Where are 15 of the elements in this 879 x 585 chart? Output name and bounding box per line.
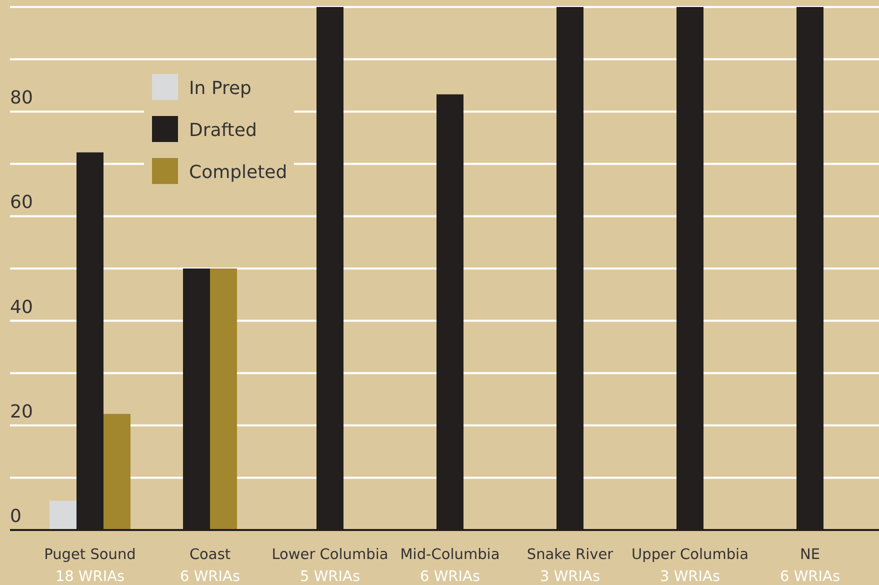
x-tick-label: Puget Sound 18 WRIAs	[44, 547, 136, 585]
legend-label: Completed	[189, 162, 288, 183]
y-tick-label: 20	[10, 401, 33, 422]
y-tick-label: 40	[10, 296, 33, 318]
x-tick-label: Coast 6 WRIAs	[180, 547, 240, 585]
y-tick-label: 80	[10, 88, 33, 109]
x-tick-label: Snake River 3 WRIAs	[526, 547, 614, 585]
y-tick-label: 60	[10, 192, 33, 214]
x-tick-label: NE 6 WRIAs	[780, 547, 840, 585]
y-tick-label: 0	[10, 506, 22, 527]
x-tick-label: Lower Columbia 5 WRIAs	[272, 547, 388, 585]
legend-label: Drafted	[189, 120, 257, 141]
x-tick-label: Upper Columbia 3 WRIAs	[632, 547, 748, 585]
legend-label: In Prep	[189, 78, 252, 99]
x-tick-label: Mid-Columbia 6 WRIAs	[400, 547, 500, 585]
